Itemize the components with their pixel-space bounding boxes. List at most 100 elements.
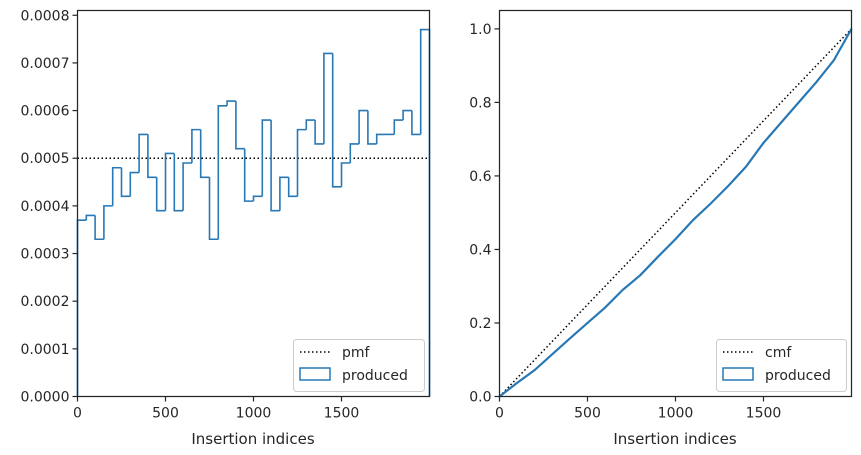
cmf-produced-point — [551, 353, 554, 356]
histogram-bin — [147, 134, 157, 179]
y-tick-label: 0.0 — [469, 390, 491, 406]
pmf-chart-xlabel: Insertion indices — [191, 430, 314, 448]
legend-box — [716, 339, 847, 392]
histogram-bin — [305, 119, 316, 130]
y-tick-label: 0.4 — [469, 242, 491, 258]
pmf-chart-panel: 0 500 1000 1500 0.0000 0.0001 0.0002 0.0003 0.00… — [21, 8, 431, 448]
cmf-produced-point — [709, 202, 712, 205]
histogram-bin — [76, 219, 87, 397]
legend-swatch-produced — [722, 367, 754, 381]
cmf-produced-point — [727, 185, 730, 187]
legend-swatch-produced — [299, 367, 331, 381]
x-tick-label: 500 — [574, 406, 601, 422]
y-tick-label: 0.0004 — [21, 199, 70, 215]
histogram-bin — [191, 128, 201, 163]
histogram-bin — [402, 109, 412, 121]
cmf-chart-marks — [498, 28, 853, 398]
y-tick-label: 0.0008 — [21, 8, 70, 24]
histogram-bin — [155, 177, 166, 212]
cmf-produced-point — [797, 101, 800, 104]
pmf-chart-legend: pmf produced — [293, 339, 425, 392]
y-tick-label: 0.0002 — [21, 294, 70, 310]
y-tick-label: 1.0 — [469, 22, 491, 38]
histogram-bin — [279, 176, 289, 211]
histogram-bin — [208, 177, 219, 241]
histogram-bin — [182, 162, 192, 211]
y-tick-label: 0.0005 — [21, 151, 70, 167]
histogram-bin — [349, 143, 360, 163]
histogram-bin — [85, 214, 96, 221]
cmf-produced-point — [639, 274, 642, 276]
histogram-bin — [199, 129, 210, 179]
legend-box — [293, 339, 425, 392]
legend-label-produced: produced — [765, 368, 831, 384]
histogram-bin — [270, 120, 280, 212]
legend-label-produced: produced — [342, 368, 408, 384]
pmf-chart-frame — [76, 9, 431, 398]
histogram-bin — [358, 109, 368, 144]
cmf-chart-panel: 0 500 1000 1500 0.0 0.2 0.4 0.6 0.8 1.0 Insertion… — [469, 9, 853, 448]
pmf-chart-marks — [76, 28, 431, 397]
cmf-chart-ticks: 0 500 1000 1500 0.0 0.2 0.4 0.6 0.8 1.0 — [469, 22, 781, 422]
pmf-chart-ticks: 0 500 1000 1500 0.0000 0.0001 0.0002 0.0003 0.00… — [21, 8, 360, 421]
histogram-bin — [252, 195, 263, 202]
cmf-produced-point — [674, 238, 677, 240]
histogram-bin — [243, 148, 254, 202]
x-tick-label: 1500 — [746, 406, 782, 422]
cmf-produced-point — [692, 219, 694, 221]
histogram-bin — [217, 105, 228, 240]
cmf-produced-point — [815, 81, 818, 83]
x-tick-label: 0 — [495, 406, 504, 422]
y-tick-label: 0.6 — [469, 169, 491, 185]
histogram-bin — [287, 177, 298, 198]
x-tick-label: 500 — [152, 406, 179, 422]
y-tick-label: 0.0003 — [21, 247, 70, 263]
cmf-produced-point — [516, 382, 518, 384]
histogram-bin — [173, 153, 184, 212]
histogram-bin — [103, 205, 113, 240]
histogram-bin — [94, 215, 104, 241]
cmf-produced-point — [833, 59, 835, 61]
cmf-produced-point — [621, 289, 624, 291]
histogram-bin — [314, 120, 324, 145]
histogram-bin — [164, 152, 175, 211]
y-tick-label: 0.0007 — [21, 56, 70, 72]
cmf-produced-point — [745, 165, 747, 168]
histogram-bin — [393, 119, 404, 135]
histogram-bin — [323, 52, 333, 144]
x-tick-label: 1000 — [236, 406, 272, 422]
x-tick-label: 1500 — [324, 406, 360, 422]
histogram-bin — [375, 133, 386, 144]
histogram-bin — [129, 171, 140, 197]
cmf-produced-point — [586, 322, 589, 324]
histogram-bin — [411, 110, 421, 136]
cmf-produced-point — [657, 256, 659, 258]
cmf-chart-frame — [498, 9, 853, 398]
cmf-produced-point — [762, 142, 765, 144]
histogram-bin — [235, 101, 245, 150]
histogram-bin — [138, 133, 148, 173]
cmf-produced-point — [569, 337, 571, 340]
cmf-produced-point — [533, 369, 536, 371]
histogram-bin — [111, 166, 122, 206]
cmf-produced-point — [780, 121, 782, 124]
histogram-bin — [261, 119, 272, 197]
histogram-bin — [340, 162, 351, 187]
y-tick-label: 0.0000 — [21, 390, 70, 406]
cmf-chart-legend: cmf produced — [716, 339, 847, 392]
x-tick-label: 0 — [73, 406, 82, 422]
x-tick-label: 1000 — [658, 406, 694, 422]
y-tick-label: 0.8 — [469, 95, 491, 111]
cmf-produced-point — [604, 306, 606, 309]
histogram-bin — [120, 167, 131, 198]
y-tick-label: 0.0001 — [21, 342, 70, 358]
histogram-bin — [331, 53, 342, 188]
legend-label-pmf: pmf — [342, 345, 371, 361]
histogram-bin — [367, 110, 377, 145]
cmf-reference-line — [498, 28, 853, 398]
legend-label-cmf: cmf — [765, 345, 792, 361]
y-tick-label: 0.0006 — [21, 104, 70, 120]
histogram-bin — [296, 128, 307, 197]
y-tick-label: 0.2 — [469, 316, 491, 332]
